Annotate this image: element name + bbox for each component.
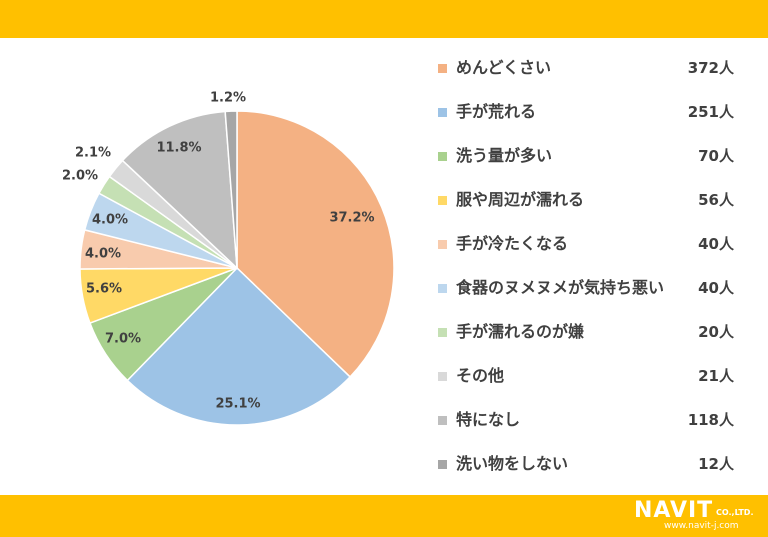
legend-label: めんどくさい xyxy=(456,58,552,77)
legend: めんどくさい 372人 手が荒れる 251人 洗う量が多い 70人 服や周辺が濡れる 5… xyxy=(438,57,748,497)
data-label: 1.2% xyxy=(210,91,246,106)
legend-swatch xyxy=(438,64,447,73)
bottom-banner xyxy=(0,495,768,537)
data-label: 2.1% xyxy=(75,146,111,161)
legend-count: 70人 xyxy=(698,147,734,165)
legend-swatch xyxy=(438,152,447,161)
legend-swatch xyxy=(438,240,447,249)
legend-label: 洗い物をしない xyxy=(456,454,569,473)
legend-count: 372人 xyxy=(687,59,734,77)
pie-chart: 37.2% 25.1% 7.0% 5.6% 4.0% 4.0% 2.0% 2.1% 11.8% 1… xyxy=(62,91,395,426)
legend-count: 20人 xyxy=(698,323,734,341)
logo-url: www.navit-j.com xyxy=(664,521,739,531)
navit-logo[interactable]: NAVIT CO.,LTD. www.navit-j.com xyxy=(634,499,764,533)
legend-count: 40人 xyxy=(698,279,734,297)
pie-slice xyxy=(126,266,352,426)
legend-label: その他 xyxy=(456,366,505,385)
legend-swatch xyxy=(438,416,447,425)
legend-label: 手が荒れる xyxy=(456,102,537,121)
legend-item: 洗う量が多い 70人 xyxy=(438,145,748,189)
legend-count: 56人 xyxy=(698,191,734,209)
legend-label: 食器のヌメヌメが気持ち悪い xyxy=(456,278,665,297)
legend-count: 21人 xyxy=(698,367,734,385)
legend-swatch xyxy=(438,196,447,205)
legend-label: 洗う量が多い xyxy=(456,146,553,165)
data-label: 5.6% xyxy=(86,282,122,297)
data-label: 2.0% xyxy=(62,169,98,184)
legend-item: その他 21人 xyxy=(438,365,748,409)
logo-company-suffix: CO.,LTD. xyxy=(716,508,754,517)
pie-slice xyxy=(224,110,238,269)
legend-count: 251人 xyxy=(687,103,734,121)
data-label: 4.0% xyxy=(85,247,121,262)
legend-label: 服や周辺が濡れる xyxy=(456,190,585,209)
legend-swatch xyxy=(438,460,447,469)
pie-slice xyxy=(121,110,238,270)
legend-item: 手が荒れる 251人 xyxy=(438,101,748,145)
legend-swatch xyxy=(438,372,447,381)
legend-count: 12人 xyxy=(698,455,734,473)
legend-label: 特になし xyxy=(456,410,521,429)
legend-count: 40人 xyxy=(698,235,734,253)
legend-swatch xyxy=(438,328,447,337)
logo-wordmark: NAVIT xyxy=(634,498,714,523)
data-label: 37.2% xyxy=(329,211,374,226)
legend-item: めんどくさい 372人 xyxy=(438,57,748,101)
legend-item: 特になし 118人 xyxy=(438,409,748,453)
legend-item: 手が濡れるのが嫌 20人 xyxy=(438,321,748,365)
legend-item: 手が冷たくなる 40人 xyxy=(438,233,748,277)
pie-slice xyxy=(236,110,395,378)
legend-swatch xyxy=(438,108,447,117)
top-banner xyxy=(0,0,768,38)
legend-count: 118人 xyxy=(687,411,734,429)
legend-swatch xyxy=(438,284,447,293)
legend-item: 洗い物をしない 12人 xyxy=(438,453,748,497)
legend-label: 手が冷たくなる xyxy=(456,234,569,253)
legend-item: 食器のヌメヌメが気持ち悪い 40人 xyxy=(438,277,748,321)
data-label: 4.0% xyxy=(92,213,128,228)
data-label: 7.0% xyxy=(105,332,141,347)
legend-item: 服や周辺が濡れる 56人 xyxy=(438,189,748,233)
data-label: 11.8% xyxy=(156,141,201,156)
data-label: 25.1% xyxy=(215,397,260,412)
legend-label: 手が濡れるのが嫌 xyxy=(456,322,585,341)
